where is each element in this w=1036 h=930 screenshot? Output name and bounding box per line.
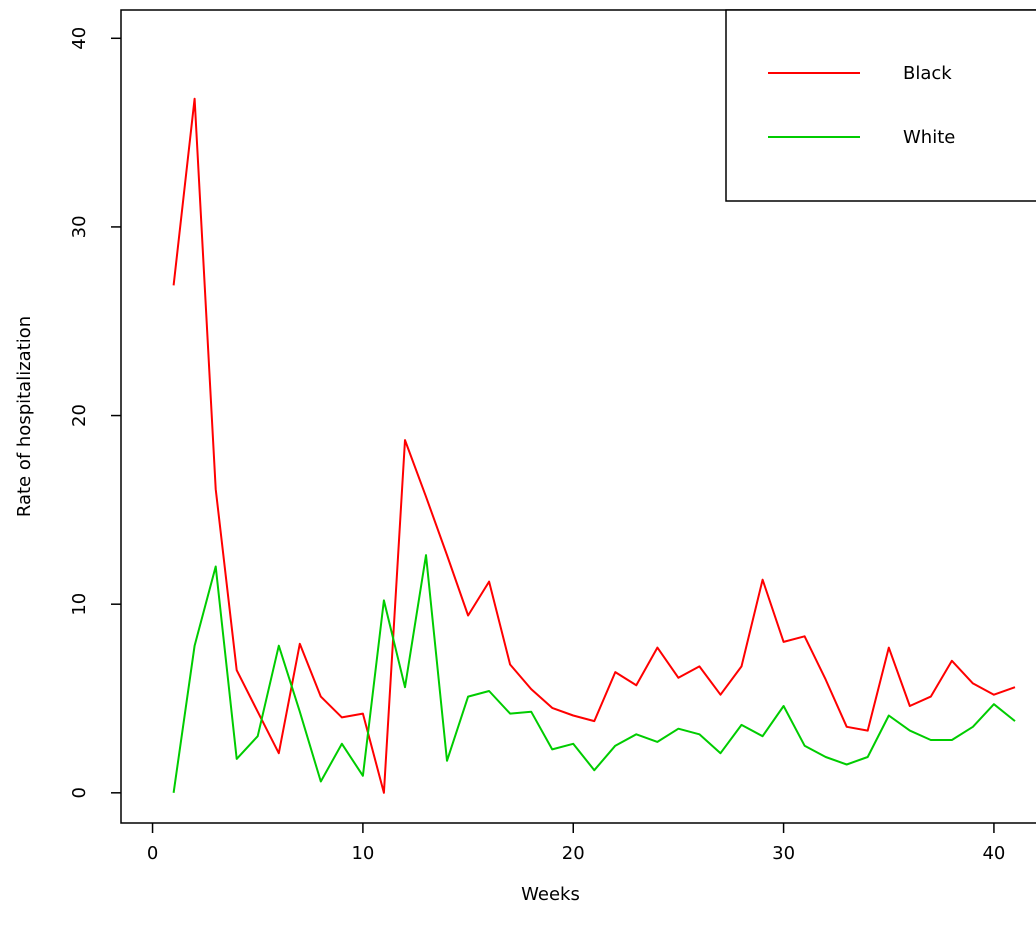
x-tick-label: 0 — [147, 843, 158, 864]
legend: Black White — [725, 9, 1036, 202]
x-tick-label: 10 — [351, 843, 374, 864]
x-tick-label: 40 — [982, 843, 1005, 864]
legend-label-black: Black — [903, 63, 952, 84]
y-tick-label: 10 — [69, 593, 90, 616]
y-tick-label: 30 — [69, 215, 90, 238]
legend-label-white: White — [903, 127, 955, 148]
series-layer — [172, 97, 1016, 794]
y-axis: 0 10 20 30 40 — [69, 27, 121, 799]
x-axis: 0 10 20 30 40 — [147, 823, 1005, 864]
plot-border — [120, 9, 1036, 824]
series-line-white — [172, 554, 1016, 793]
y-tick-label: 20 — [69, 404, 90, 427]
x-tick-label: 30 — [772, 843, 795, 864]
plot-area — [120, 9, 1036, 824]
y-tick-label: 0 — [69, 787, 90, 798]
x-tick-label: 20 — [562, 843, 585, 864]
legend-box — [725, 9, 1036, 202]
y-tick-label: 40 — [69, 27, 90, 50]
x-axis-label: Weeks — [521, 884, 580, 905]
y-axis-label: Rate of hospitalization — [14, 316, 35, 517]
series-line-black — [172, 97, 1016, 794]
